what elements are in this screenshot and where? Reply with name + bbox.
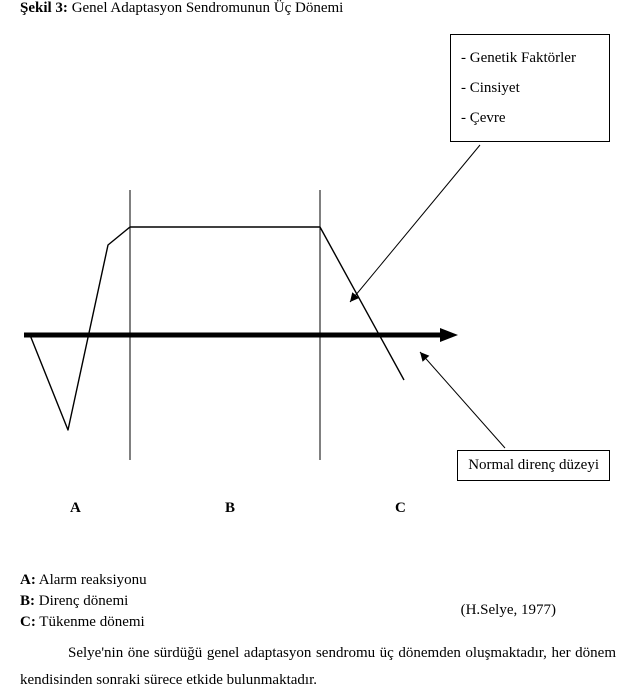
legend-text: Alarm reaksiyonu bbox=[36, 572, 147, 588]
body-paragraph: Selye'nin öne sürdüğü genel adaptasyon s… bbox=[20, 640, 616, 694]
legend: A: Alarm reaksiyonu B: Direnç dönemi C: … bbox=[20, 570, 147, 633]
phase-label-c: C bbox=[395, 500, 406, 517]
figure-title-label: Şekil 3: bbox=[20, 0, 68, 16]
legend-row: C: Tükenme dönemi bbox=[20, 612, 147, 633]
factors-item: - Çevre bbox=[461, 103, 599, 133]
normal-resistance-box: Normal direnç düzeyi bbox=[457, 450, 610, 481]
figure-title-text: Genel Adaptasyon Sendromunun Üç Dönemi bbox=[72, 0, 344, 16]
legend-row: B: Direnç dönemi bbox=[20, 591, 147, 612]
source-citation: (H.Selye, 1977) bbox=[461, 602, 556, 619]
factors-item: - Genetik Faktörler bbox=[461, 43, 599, 73]
legend-key: C: bbox=[20, 614, 36, 630]
legend-text: Direnç dönemi bbox=[35, 593, 128, 609]
phase-label-a: A bbox=[70, 500, 81, 517]
legend-text: Tükenme dönemi bbox=[36, 614, 145, 630]
phase-label-b: B bbox=[225, 500, 235, 517]
legend-row: A: Alarm reaksiyonu bbox=[20, 570, 147, 591]
factors-item: - Cinsiyet bbox=[461, 73, 599, 103]
legend-key: A: bbox=[20, 572, 36, 588]
normal-resistance-text: Normal direnç düzeyi bbox=[468, 457, 599, 473]
factors-box: - Genetik Faktörler - Cinsiyet - Çevre bbox=[450, 34, 610, 142]
figure-title: Şekil 3: Genel Adaptasyon Sendromunun Üç… bbox=[20, 0, 343, 17]
legend-key: B: bbox=[20, 593, 35, 609]
